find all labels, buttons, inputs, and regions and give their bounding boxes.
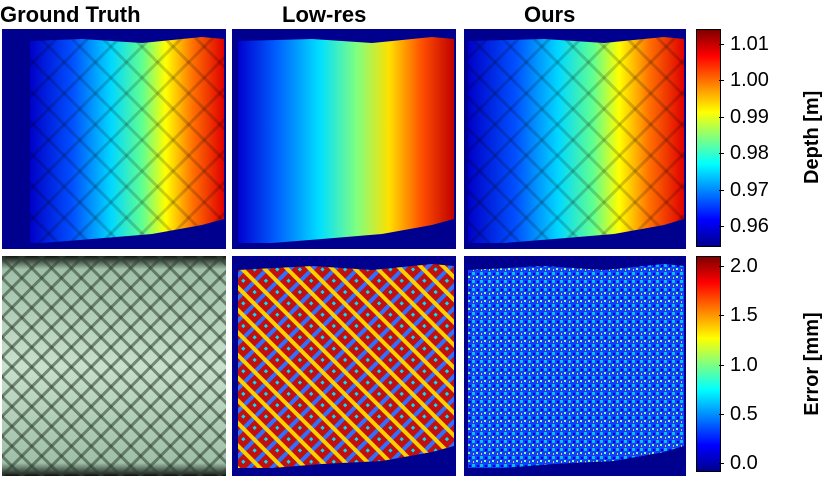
photo-ground-truth xyxy=(2,256,226,476)
depth-tick-mark xyxy=(719,44,724,45)
error-tick-mark xyxy=(719,315,724,317)
column-title-low-res: Low-res xyxy=(282,2,367,27)
depth-tick-label: 1.01 xyxy=(730,33,769,55)
error-tick-mark xyxy=(719,266,724,267)
error-tick-label: 0.5 xyxy=(730,402,758,425)
depth-map-ground-truth xyxy=(2,29,226,249)
depth-tick-mark xyxy=(719,153,724,155)
depth-tick-label: 1.00 xyxy=(730,69,769,92)
depth-colorbar-label: Depth [m] xyxy=(801,90,823,184)
error-tick-label: 1.5 xyxy=(730,304,758,327)
depth-colorbar xyxy=(696,29,721,247)
error-tick-label: 1.0 xyxy=(730,353,758,376)
depth-tick-mark xyxy=(719,226,724,227)
depth-tick-label: 0.98 xyxy=(730,142,769,165)
depth-tick-mark xyxy=(719,189,724,191)
error-tick-label: 0.0 xyxy=(730,452,758,474)
depth-tick-label: 0.97 xyxy=(730,178,769,201)
error-colorbar xyxy=(696,256,721,472)
error-colorbar-label: Error [mm] xyxy=(801,312,823,416)
depth-map-ours xyxy=(464,29,686,249)
error-tick-mark xyxy=(719,463,724,464)
depth-map-low-res xyxy=(232,29,456,249)
error-map-ours xyxy=(464,256,686,476)
error-map-low-res xyxy=(232,256,456,476)
error-tick-label: 2.0 xyxy=(730,255,758,277)
column-title-ground-truth: Ground Truth xyxy=(0,2,141,27)
error-tick-mark xyxy=(719,413,724,415)
depth-tick-label: 0.99 xyxy=(730,105,769,128)
depth-tick-label: 0.96 xyxy=(730,215,769,237)
error-tick-mark xyxy=(719,364,724,366)
depth-tick-mark xyxy=(719,80,724,82)
depth-tick-mark xyxy=(719,116,724,118)
column-title-ours: Ours xyxy=(524,2,576,27)
